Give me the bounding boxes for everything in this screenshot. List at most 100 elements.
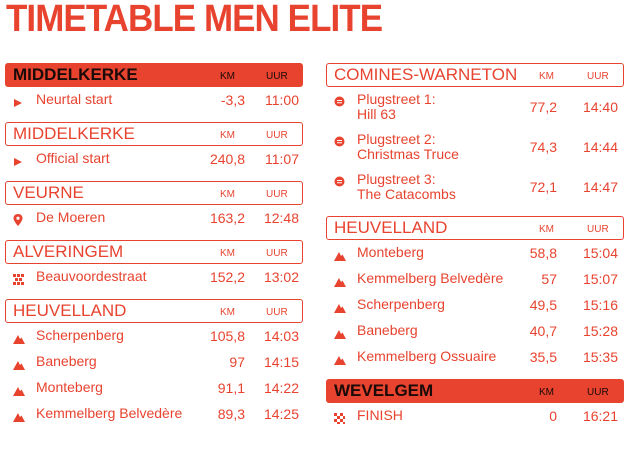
- km-value: 240,8: [209, 151, 245, 167]
- section-title: WEVELGEM: [334, 381, 434, 400]
- plugstreet-icon: [334, 94, 345, 107]
- km-value: 77,2: [529, 99, 557, 115]
- location-name-line2: The Catacombs: [357, 186, 456, 202]
- location-name: Plugstreet 3: The Catacombs: [357, 172, 456, 202]
- section-alveringem: ALVERINGEM KM UUR Beauvoordestraat 152,2 13:0…: [5, 240, 303, 290]
- km-column-label: KM: [539, 71, 554, 82]
- uur-value: 11:07: [265, 151, 299, 167]
- location-name: FINISH: [357, 408, 403, 423]
- left-column: MIDDELKERKE KM UUR Neurtal start -3,3 11:00 MI…: [5, 63, 303, 436]
- climb-icon: [13, 383, 25, 396]
- timetable-row: Kemmelberg Belvedère 89,3 14:25: [5, 401, 303, 427]
- finish-flag-icon: [334, 411, 345, 424]
- location-name-line: FINISH: [357, 407, 403, 423]
- timetable-row: Kemmelberg Ossuaire 35,5 15:35: [326, 344, 624, 370]
- section-heuvelland: HEUVELLAND KM UUR Monteberg 58,8 15:04 Kemmelb…: [326, 216, 624, 370]
- location-name: Plugstreet 1: Hill 63: [357, 92, 436, 122]
- section-header: MIDDELKERKE KM UUR: [5, 63, 303, 87]
- climb-icon: [13, 331, 25, 344]
- uur-value: 14:47: [582, 179, 618, 195]
- timetable-row: Monteberg 58,8 15:04: [326, 240, 624, 266]
- cobblestone-icon: [13, 272, 24, 285]
- location-name-line: Official start: [36, 150, 110, 166]
- uur-value: 15:16: [582, 297, 618, 313]
- location-name: De Moeren: [36, 210, 105, 225]
- location-name-line: Scherpenberg: [36, 327, 124, 343]
- section-middelkerke: MIDDELKERKE KM UUR Neurtal start -3,3 11:00: [5, 63, 303, 113]
- timetable-row: Baneberg 40,7 15:28: [326, 318, 624, 344]
- section-header: VEURNE KM UUR: [5, 181, 303, 205]
- km-value: 105,8: [209, 328, 245, 344]
- climb-icon: [334, 274, 346, 287]
- uur-value: 14:22: [263, 380, 299, 396]
- location-name: Scherpenberg: [357, 297, 445, 312]
- location-name: Plugstreet 2: Christmas Truce: [357, 132, 459, 162]
- section-heuvelland: HEUVELLAND KM UUR Scherpenberg 105,8 14:03 Ban…: [5, 299, 303, 427]
- location-name-line: Kemmelberg Belvedère: [36, 405, 183, 421]
- uur-value: 14:15: [263, 354, 299, 370]
- section-title: VEURNE: [13, 183, 84, 202]
- km-value: -3,3: [220, 92, 245, 108]
- section-middelkerke: MIDDELKERKE KM UUR Official start 240,8 11:07: [5, 122, 303, 172]
- location-name-line: Baneberg: [357, 322, 418, 338]
- section-header: MIDDELKERKE KM UUR: [5, 122, 303, 146]
- km-value: 49,5: [529, 297, 557, 313]
- section-title: ALVERINGEM: [13, 242, 124, 261]
- km-value: 89,3: [217, 406, 245, 422]
- uur-value: 15:04: [582, 245, 618, 261]
- section-title: MIDDELKERKE: [13, 65, 138, 84]
- uur-column-label: UUR: [266, 189, 288, 200]
- location-name-line2: Hill 63: [357, 106, 396, 122]
- section-header: ALVERINGEM KM UUR: [5, 240, 303, 264]
- uur-value: 15:28: [582, 323, 618, 339]
- right-column: COMINES-WARNETON KM UUR Plugstreet 1: Hill 6…: [326, 63, 624, 438]
- section-title: COMINES-WARNETON: [334, 65, 518, 84]
- km-column-label: KM: [220, 307, 235, 318]
- location-name: Baneberg: [357, 323, 418, 338]
- km-column-label: KM: [220, 189, 235, 200]
- timetable-row: Neurtal start -3,3 11:00: [5, 87, 303, 113]
- location-name-line: Kemmelberg Ossuaire: [357, 348, 497, 364]
- km-value: 72,1: [529, 179, 557, 195]
- location-name-line: Neurtal start: [36, 91, 113, 107]
- km-column-label: KM: [220, 248, 235, 259]
- timetable-row: Beauvoordestraat 152,2 13:02: [5, 264, 303, 290]
- location-name: Beauvoordestraat: [36, 269, 147, 284]
- section-title: MIDDELKERKE: [13, 124, 135, 143]
- uur-column-label: UUR: [587, 224, 609, 235]
- page-title: TIMETABLE MEN ELITE: [6, 0, 383, 40]
- timetable-row: Scherpenberg 49,5 15:16: [326, 292, 624, 318]
- km-value: 58,8: [529, 245, 557, 261]
- section-header: WEVELGEM KM UUR: [326, 379, 624, 403]
- location-name-line: Monteberg: [36, 379, 103, 395]
- plugstreet-icon: [334, 134, 345, 147]
- uur-value: 13:02: [263, 269, 299, 285]
- uur-column-label: UUR: [266, 307, 288, 318]
- km-column-label: KM: [220, 130, 235, 141]
- location-name: Monteberg: [357, 245, 424, 260]
- section-wevelgem: WEVELGEM KM UUR FINISH 0 16:21: [326, 379, 624, 429]
- km-value: 97: [229, 354, 245, 370]
- section-header: HEUVELLAND KM UUR: [326, 216, 624, 240]
- km-value: 40,7: [529, 323, 557, 339]
- section-title: HEUVELLAND: [13, 301, 127, 320]
- timetable-row: Scherpenberg 105,8 14:03: [5, 323, 303, 349]
- climb-icon: [13, 357, 25, 370]
- location-name-line2: Christmas Truce: [357, 146, 459, 162]
- plugstreet-icon: [334, 174, 345, 187]
- km-value: 91,1: [217, 380, 245, 396]
- km-value: 57: [541, 271, 557, 287]
- location-name-line: De Moeren: [36, 209, 106, 225]
- section-header: HEUVELLAND KM UUR: [5, 299, 303, 323]
- uur-column-label: UUR: [266, 248, 288, 259]
- section-title: HEUVELLAND: [334, 218, 448, 237]
- timetable-row: Monteberg 91,1 14:22: [5, 375, 303, 401]
- location-name: Baneberg: [36, 354, 97, 369]
- uur-value: 14:40: [582, 99, 618, 115]
- location-name-line: Plugstreet 1:: [357, 91, 436, 107]
- climb-icon: [334, 326, 346, 339]
- uur-value: 11:00: [265, 92, 299, 108]
- timetable-row: FINISH 0 16:21: [326, 403, 624, 429]
- climb-icon: [13, 409, 25, 422]
- timetable-row: Baneberg 97 14:15: [5, 349, 303, 375]
